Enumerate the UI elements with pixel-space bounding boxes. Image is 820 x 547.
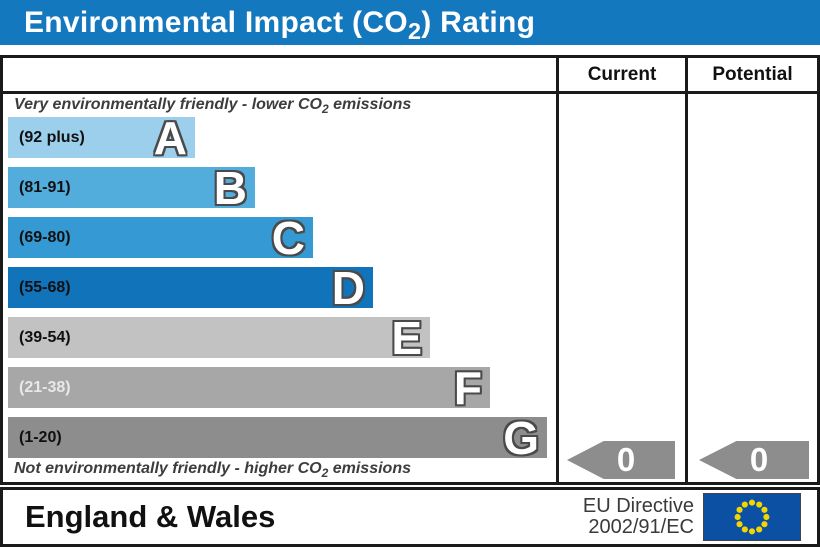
eu-directive-line2: 2002/91/EC: [588, 516, 694, 538]
band-d-range: (55-68): [19, 278, 71, 296]
band-g-range: (1-20): [19, 428, 62, 446]
band-f-letter: F: [453, 361, 482, 414]
current-column-divider: [556, 58, 559, 482]
bottom-note-subscript: 2: [321, 466, 329, 481]
bottom-note-text: Not environmentally friendly - higher CO: [14, 460, 322, 477]
page-title: Environmental Impact (CO2) Rating: [24, 5, 536, 43]
table-header-row: [3, 58, 817, 94]
band-c-range: (69-80): [19, 228, 71, 246]
eu-directive-label: EU Directive 2002/91/EC: [583, 496, 694, 538]
band-a: (92 plus) A: [8, 111, 195, 164]
rating-table: Current Potential Very environmentally f…: [0, 55, 820, 485]
eu-directive-line1: EU Directive: [582, 495, 694, 517]
footer-bar: England & Wales EU Directive 2002/91/EC: [0, 487, 820, 547]
current-rating-value: 0: [616, 441, 636, 478]
top-note-text: Very environmentally friendly - lower CO: [14, 96, 322, 113]
band-f-range: (21-38): [19, 378, 71, 396]
page-title-text-end: ) Rating: [421, 5, 536, 39]
eu-flag-stars: [734, 499, 770, 535]
potential-rating-value: 0: [749, 441, 769, 478]
eu-flag-icon: [703, 493, 801, 541]
band-g-letter: G: [503, 411, 539, 464]
region-label: England & Wales: [25, 499, 276, 534]
rating-bands: (92 plus) A (81-91) B (69-80) C (55-68) …: [8, 111, 556, 464]
rating-scale-area: Very environmentally friendly - lower CO…: [3, 94, 556, 482]
band-d: (55-68) D: [8, 261, 373, 314]
band-a-letter: A: [153, 111, 187, 164]
band-b: (81-91) B: [8, 161, 255, 214]
potential-rating-arrow: 0: [699, 441, 809, 479]
band-g: (1-20) G: [8, 411, 547, 464]
title-bar: Environmental Impact (CO2) Rating: [0, 0, 820, 45]
band-f: (21-38) F: [8, 361, 490, 414]
band-e-range: (39-54): [19, 328, 71, 346]
band-b-range: (81-91): [19, 178, 71, 196]
potential-column-header: Potential: [712, 64, 793, 85]
top-note-text-end: emissions: [328, 96, 412, 113]
band-c: (69-80) C: [8, 211, 313, 264]
band-b-letter: B: [213, 161, 247, 214]
band-a-range: (92 plus): [19, 128, 85, 146]
bottom-note-text-end: emissions: [328, 460, 411, 477]
band-e-letter: E: [391, 311, 422, 364]
page-title-text: Environmental Impact (CO: [24, 5, 408, 39]
current-column-header: Current: [587, 64, 657, 85]
potential-column-divider: [685, 58, 688, 482]
top-note-subscript: 2: [321, 102, 329, 117]
current-rating-arrow: 0: [567, 441, 675, 479]
bottom-note: Not environmentally friendly - higher CO…: [3, 458, 556, 480]
band-c-letter: C: [271, 211, 305, 264]
page-title-subscript: 2: [407, 17, 422, 44]
band-d-letter: D: [331, 261, 365, 314]
band-e: (39-54) E: [8, 311, 430, 364]
top-note: Very environmentally friendly - lower CO…: [3, 94, 556, 117]
